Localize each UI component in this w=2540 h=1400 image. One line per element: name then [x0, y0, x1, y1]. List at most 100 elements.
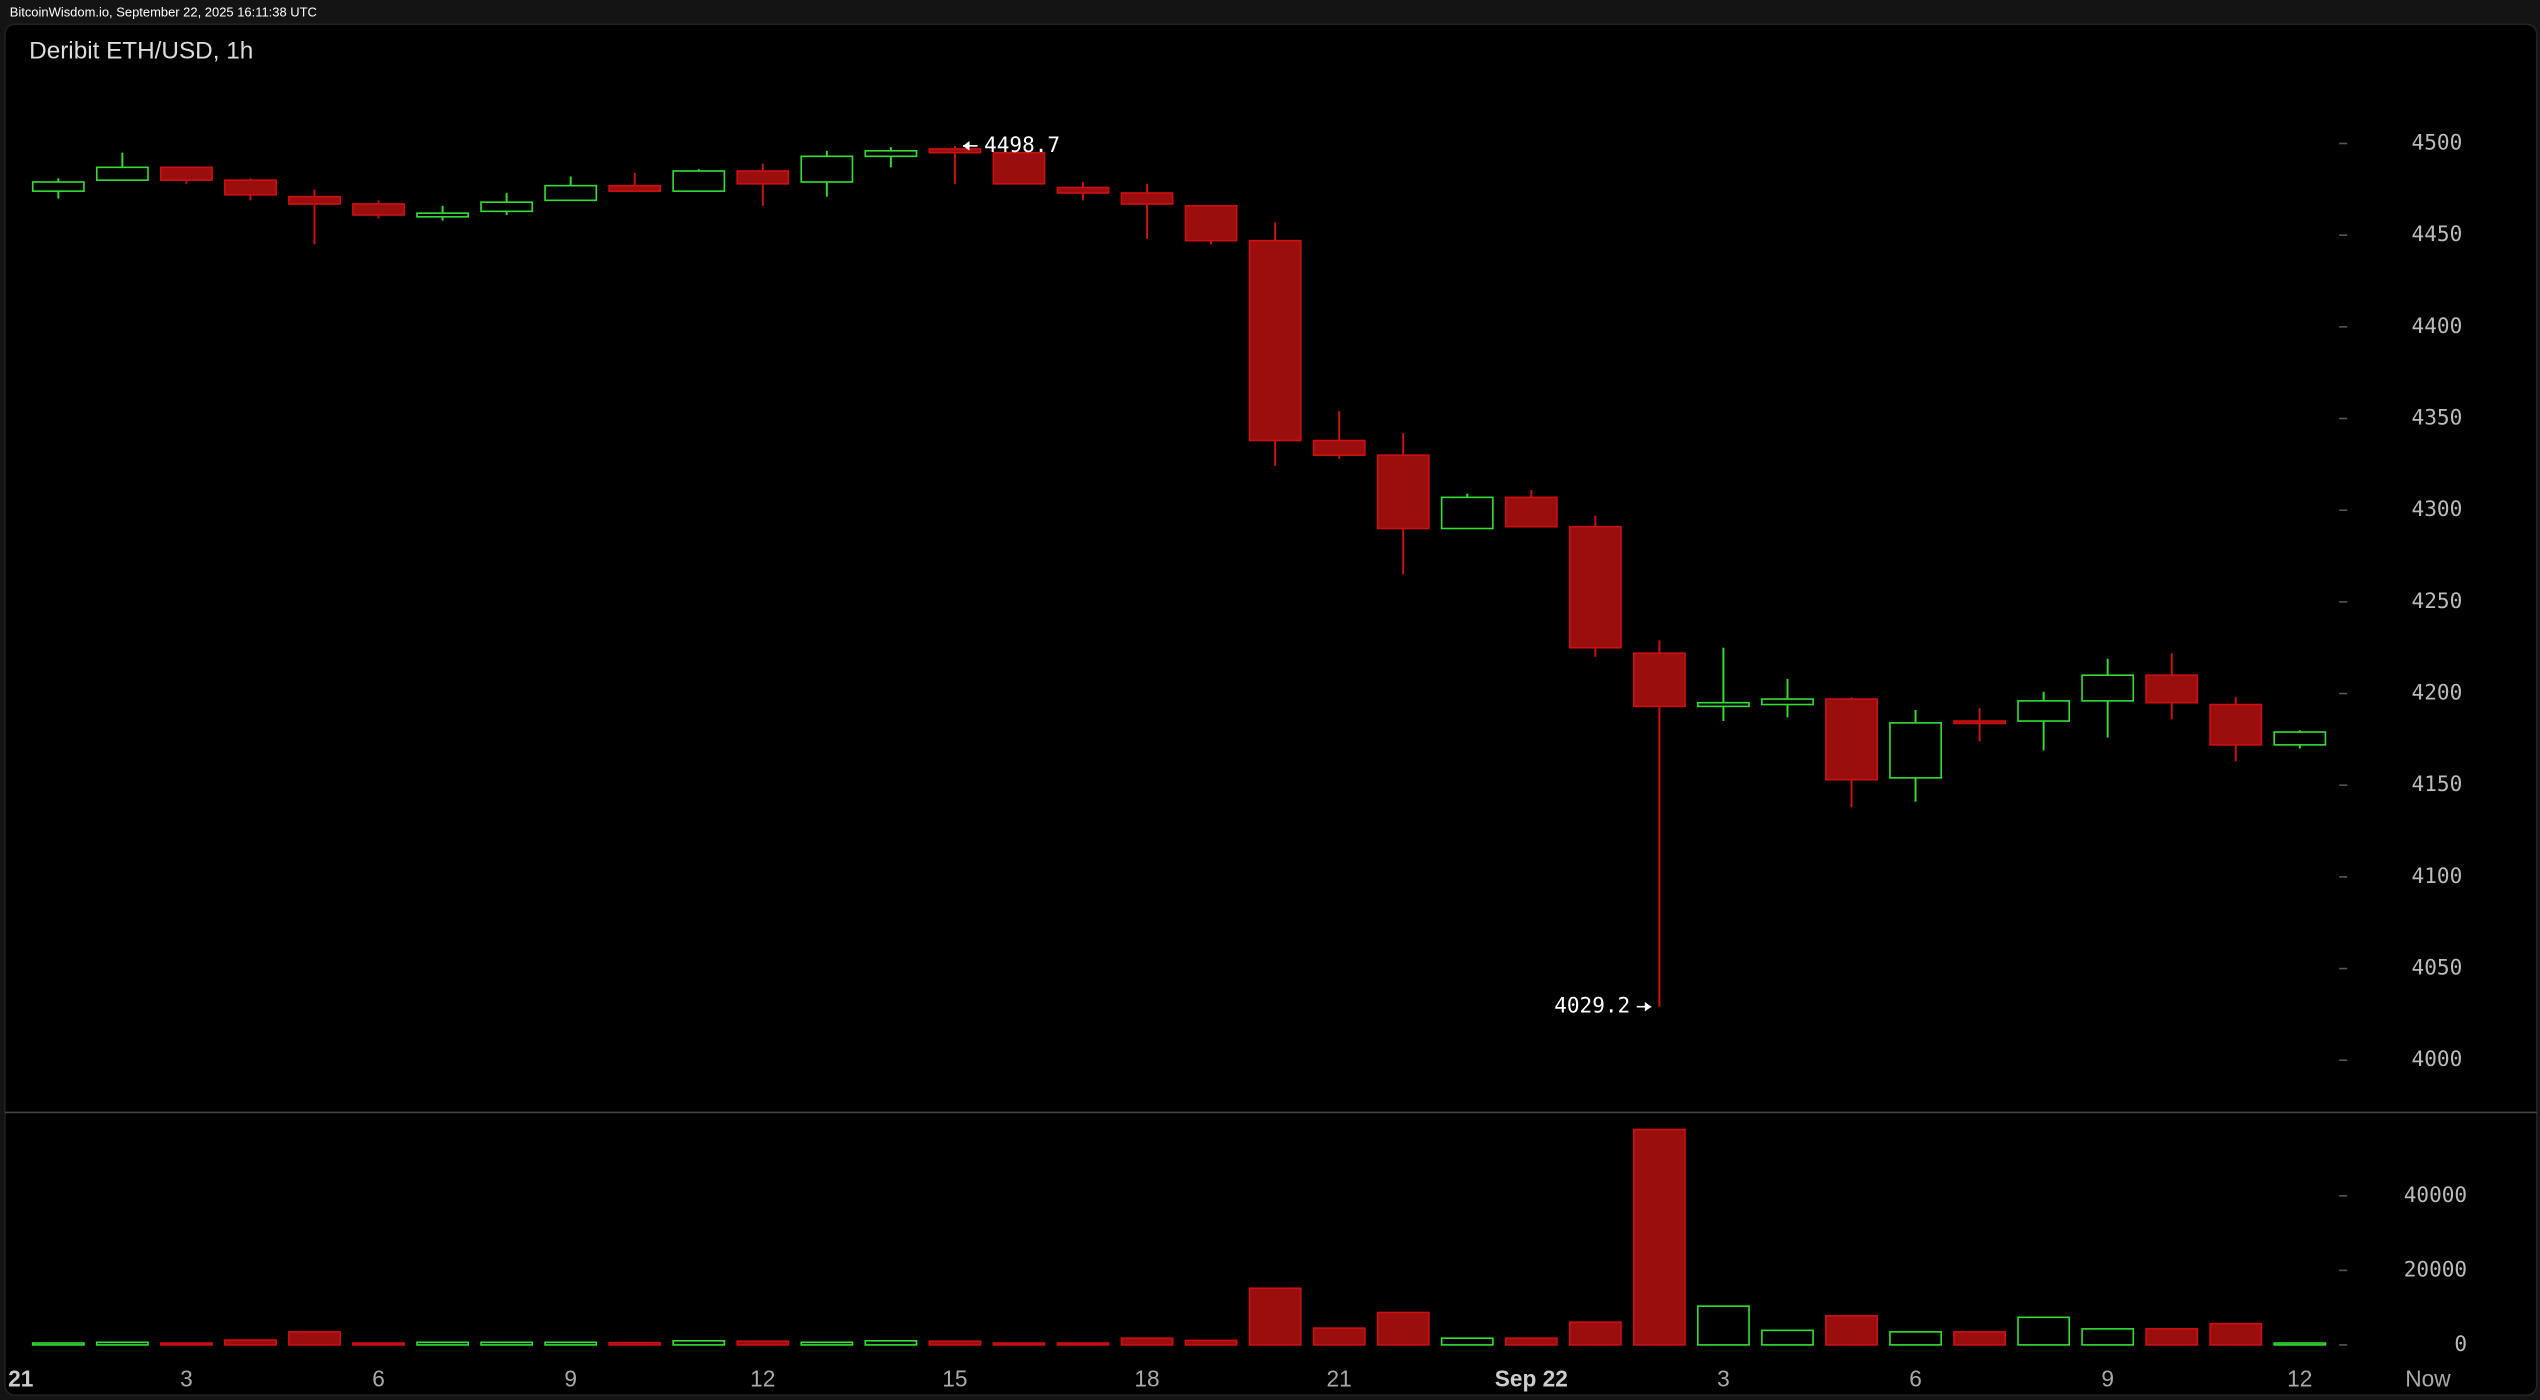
y-tick-label: 4000: [2412, 1046, 2463, 1071]
candle-body: [1568, 525, 1622, 649]
volume-y-tick-label: 40000: [2404, 1182, 2467, 1207]
x-tick-label: 9: [564, 1366, 577, 1392]
candle-body: [159, 166, 213, 181]
volume-bar: [1889, 1331, 1942, 1346]
y-tick-label: 4350: [2412, 405, 2463, 430]
volume-bar: [95, 1341, 149, 1346]
volume-bar: [928, 1340, 982, 1346]
volume-bar: [1568, 1321, 1622, 1346]
x-tick-label: 15: [942, 1366, 967, 1392]
volume-bar: [416, 1341, 470, 1346]
candle-body: [736, 170, 790, 185]
candle-body: [1697, 701, 1750, 708]
candle-body: [672, 170, 726, 192]
candle-body: [288, 195, 341, 205]
candle-body: [224, 179, 277, 196]
x-tick-label: Now: [2405, 1366, 2451, 1392]
volume-y-tick-label: 0: [2454, 1331, 2467, 1356]
volume-bar: [1120, 1337, 1174, 1346]
candle-body: [2081, 674, 2135, 702]
candle-body: [31, 181, 85, 192]
candle-body: [1248, 239, 1302, 442]
candle-body: [95, 166, 149, 181]
y-tick-label: 4050: [2412, 955, 2463, 980]
volume-bar: [1248, 1287, 1302, 1346]
annotation-arrow-head: [963, 141, 970, 151]
candle-body: [2145, 674, 2199, 704]
volume-y-tick-label: 20000: [2404, 1256, 2467, 1281]
volume-bar: [480, 1341, 534, 1346]
candle-body: [1440, 496, 1494, 530]
volume-bar: [1056, 1342, 1110, 1346]
volume-bar: [1376, 1311, 1430, 1346]
volume-bar: [1697, 1305, 1750, 1346]
volume-bar: [2081, 1328, 2135, 1346]
low-annotation: 4029.2: [1554, 993, 1630, 1018]
candle-body: [608, 184, 662, 192]
candle-body: [928, 148, 982, 154]
volume-bar: [1440, 1337, 1494, 1346]
volume-bar: [2145, 1328, 2199, 1346]
y-tick-label: 4150: [2412, 771, 2463, 796]
chart-title: Deribit ETH/USD, 1h: [29, 37, 253, 64]
source: BitcoinWisdom.io, September 22, 2025 16:…: [10, 4, 317, 19]
candle-body: [1761, 698, 1814, 706]
y-tick-label: 4250: [2412, 588, 2463, 613]
volume-bar: [992, 1342, 1046, 1346]
volume-bar: [224, 1339, 277, 1346]
candle-body: [1953, 720, 2007, 725]
x-tick-label: 3: [180, 1366, 193, 1392]
volume-bar: [1504, 1337, 1558, 1346]
y-tick-label: 4450: [2412, 221, 2463, 246]
volume-bar: [544, 1341, 598, 1346]
candle-body: [1376, 454, 1430, 530]
volume-bar: [608, 1341, 662, 1346]
candle-body: [1184, 205, 1238, 242]
x-tick-label: 18: [1134, 1366, 1159, 1392]
y-tick-label: 4200: [2412, 680, 2463, 705]
panel: [4, 23, 2538, 1396]
volume-bar: [1632, 1128, 1686, 1346]
candle-body: [352, 203, 405, 216]
candle-body: [1120, 192, 1174, 205]
annotation-arrow-head: [1644, 1001, 1652, 1012]
volume-bar: [1761, 1329, 1814, 1346]
x-tick-label: 6: [372, 1366, 385, 1392]
y-tick-label: 4300: [2412, 496, 2463, 521]
volume-bar: [736, 1340, 790, 1346]
candle-body: [2017, 700, 2071, 722]
volume-bar: [672, 1339, 726, 1346]
volume-bar: [2209, 1322, 2263, 1346]
x-tick-label: 12: [750, 1366, 775, 1392]
volume-bar: [288, 1331, 341, 1346]
y-tick-label: 4100: [2412, 863, 2463, 888]
high-annotation: 4498.7: [984, 132, 1060, 157]
candle-body: [2273, 731, 2327, 746]
volume-bar: [2017, 1316, 2071, 1346]
candle-body: [1312, 439, 1366, 456]
candle-body: [1632, 652, 1686, 708]
x-tick-label: 9: [2101, 1366, 2114, 1392]
volume-bar: [352, 1342, 405, 1346]
x-tick-label: 3: [1717, 1366, 1730, 1392]
candle-body: [1056, 186, 1110, 194]
candle-body: [864, 150, 918, 158]
candle-body: [2209, 703, 2263, 746]
x-tick-label: 12: [2287, 1366, 2312, 1392]
y-tick-label: 4400: [2412, 313, 2463, 338]
candle-body: [416, 212, 470, 218]
candle-body: [480, 201, 534, 213]
x-tick-label: 6: [1909, 1366, 1922, 1392]
candle-body: [800, 155, 854, 183]
x-tick-label: 21: [8, 1366, 33, 1392]
candle-body: [544, 184, 598, 202]
volume-bar: [1184, 1339, 1238, 1346]
volume-bar: [1312, 1327, 1366, 1346]
volume-bar: [864, 1339, 918, 1346]
candle-body: [992, 151, 1046, 185]
volume-bar: [1953, 1331, 2007, 1346]
x-tick-label: Sep 22: [1495, 1366, 1568, 1392]
y-tick-label: 4500: [2412, 129, 2463, 154]
